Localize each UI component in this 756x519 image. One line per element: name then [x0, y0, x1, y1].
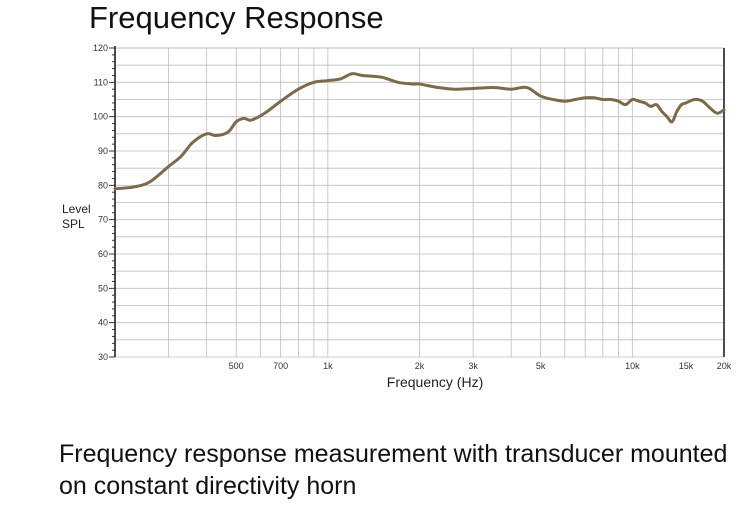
- x-tick-label: 20k: [717, 361, 732, 371]
- y-tick-label: 30: [98, 352, 108, 362]
- x-tick-label: 5k: [536, 361, 546, 371]
- x-tick-label: 700: [273, 361, 288, 371]
- tick-labels: 30 40 50 60 70 80 90 100 110 120 500 700 1k 2k 3k 5k 10k…: [93, 43, 732, 371]
- x-tick-label: 10k: [625, 361, 640, 371]
- series: [113, 72, 726, 191]
- axes: [109, 46, 725, 358]
- x-axis-label: Frequency (Hz): [387, 374, 483, 390]
- x-tick-label: 500: [229, 361, 244, 371]
- y-tick-label: 120: [93, 43, 108, 53]
- y-tick-label: 100: [93, 112, 108, 122]
- y-tick-label: 60: [98, 249, 108, 259]
- series-line: [113, 72, 726, 191]
- page-title: Frequency Response: [89, 0, 384, 35]
- x-tick-label: 3k: [468, 361, 478, 371]
- x-tick-label: 1k: [323, 361, 333, 371]
- y-tick-label: 80: [98, 180, 108, 190]
- y-tick-label: 70: [98, 215, 108, 225]
- y-tick-label: 90: [98, 146, 108, 156]
- grid: [114, 47, 725, 358]
- x-tick-label: 15k: [679, 361, 694, 371]
- y-tick-label: 50: [98, 283, 108, 293]
- x-tick-label: 2k: [415, 361, 425, 371]
- y-tick-label: 40: [98, 318, 108, 328]
- figure-caption: Frequency response measurement with tran…: [59, 440, 728, 500]
- y-tick-label: 110: [94, 77, 108, 87]
- y-axis-label-line-2: SPL: [62, 217, 85, 231]
- y-axis-label-line-1: Level: [62, 202, 91, 216]
